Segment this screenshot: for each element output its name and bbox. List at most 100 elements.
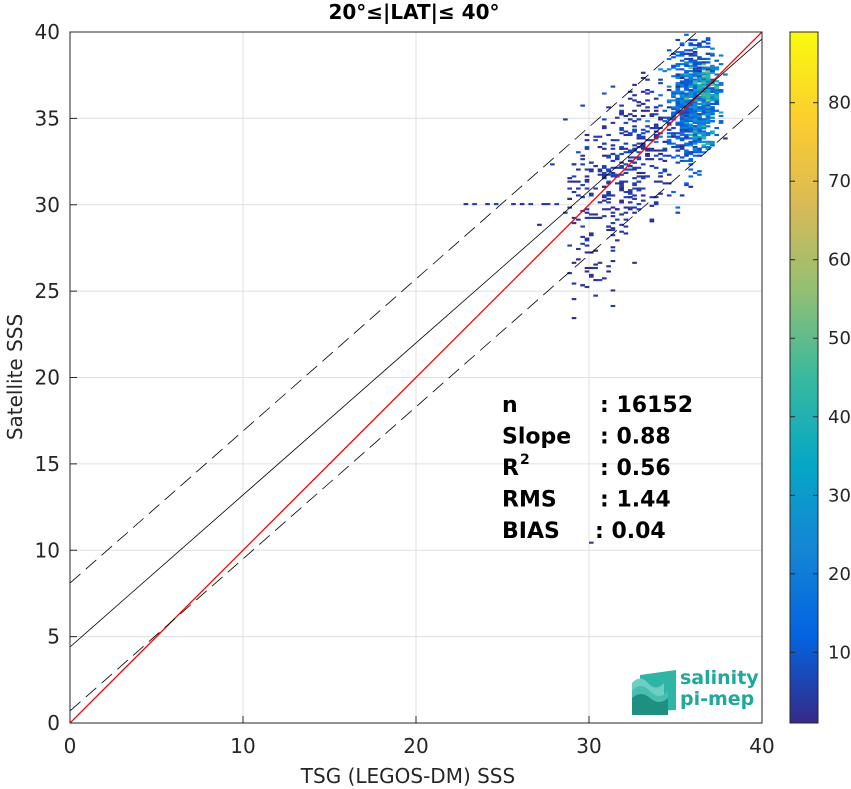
- heatmap-cell: [688, 61, 694, 64]
- heatmap-cell: [675, 104, 681, 107]
- heatmap-cell: [710, 52, 715, 55]
- heatmap-cell: [679, 113, 685, 116]
- heatmap-cell: [697, 75, 702, 78]
- heatmap-cell: [675, 38, 681, 42]
- heatmap-cell: [666, 99, 672, 102]
- heatmap-cell: [701, 137, 707, 140]
- heatmap-cell: [528, 203, 534, 206]
- heatmap-cell: [614, 154, 620, 157]
- heatmap-cell: [584, 175, 590, 178]
- heatmap-cell: [688, 127, 694, 130]
- heatmap-cell: [675, 121, 681, 124]
- heatmap-cell: [606, 156, 611, 159]
- heatmap-cell: [684, 130, 689, 133]
- heatmap-cell: [701, 82, 707, 85]
- heatmap-cell: [684, 108, 689, 111]
- heatmap-cell: [718, 120, 724, 123]
- heatmap-cell: [623, 232, 629, 235]
- heatmap-cell: [606, 180, 611, 183]
- heatmap-cell: [584, 146, 590, 149]
- heatmap-cell: [623, 114, 629, 118]
- heatmap-cell: [684, 125, 689, 128]
- heatmap-cell: [653, 113, 659, 116]
- heatmap-cell: [671, 142, 676, 145]
- heatmap-cell: [675, 101, 681, 104]
- heatmap-cell: [662, 154, 668, 157]
- heatmap-cell: [671, 108, 676, 111]
- heatmap-cell: [692, 130, 698, 133]
- heatmap-cell: [658, 78, 663, 81]
- heatmap-cell: [679, 63, 685, 66]
- heatmap-cell: [692, 133, 698, 137]
- heatmap-cell: [601, 154, 607, 157]
- heatmap-cell: [610, 121, 616, 124]
- heatmap-cell: [666, 135, 672, 138]
- heatmap-cell: [671, 75, 676, 78]
- heatmap-cell: [636, 187, 642, 190]
- heatmap-cell: [705, 90, 711, 93]
- heatmap-cell: [692, 114, 698, 118]
- heatmap: [463, 33, 728, 544]
- heatmap-cell: [593, 213, 598, 216]
- heatmap-cell: [645, 130, 650, 133]
- heatmap-cell: [606, 225, 611, 228]
- heatmap-cell: [576, 247, 581, 251]
- heatmap-cell: [692, 66, 698, 69]
- heatmap-cell: [679, 116, 685, 119]
- heatmap-cell: [606, 265, 611, 268]
- heatmap-cell: [593, 135, 598, 138]
- colorbar-tick-label: 70: [828, 171, 851, 192]
- heatmap-cell: [597, 201, 603, 204]
- heatmap-cell: [653, 125, 659, 128]
- heatmap-cell: [675, 82, 681, 85]
- heatmap-cell: [710, 64, 715, 67]
- colorbar: 10 20 30 40 50 60 70 80: [789, 31, 851, 724]
- heatmap-cell: [632, 166, 637, 169]
- heatmap-cell: [636, 166, 642, 169]
- heatmap-cell: [688, 104, 694, 107]
- heatmap-cell: [679, 97, 685, 100]
- heatmap-cell: [718, 111, 724, 114]
- heatmap-cell: [692, 54, 698, 57]
- heatmap-cell: [606, 106, 611, 109]
- heatmap-cell: [662, 149, 668, 152]
- heatmap-cell: [710, 142, 715, 145]
- heatmap-cell: [684, 184, 689, 187]
- heatmap-cell: [675, 99, 681, 102]
- heatmap-cell: [619, 146, 624, 149]
- heatmap-cell: [701, 104, 707, 107]
- heatmap-cell: [606, 190, 611, 194]
- heatmap-cell: [710, 113, 715, 116]
- heatmap-cell: [679, 118, 685, 121]
- heatmap-cell: [705, 99, 711, 102]
- heatmap-cell: [606, 208, 611, 211]
- heatmap-cell: [701, 66, 707, 69]
- heatmap-cell: [697, 102, 702, 105]
- logo-text-salinity: salinity: [680, 667, 759, 689]
- heatmap-cell: [692, 125, 698, 128]
- heatmap-cell: [610, 159, 616, 162]
- heatmap-cell: [662, 147, 668, 150]
- heatmap-cell: [688, 114, 694, 118]
- heatmap-cell: [714, 90, 720, 93]
- heatmap-cell: [688, 92, 694, 95]
- heatmap-cell: [645, 89, 650, 92]
- heatmap-cell: [632, 197, 637, 200]
- heatmap-cell: [684, 87, 689, 90]
- heatmap-cell: [472, 203, 477, 206]
- heatmap-cell: [632, 177, 637, 180]
- stat-value: : 0.04: [595, 519, 666, 544]
- heatmap-cell: [705, 73, 711, 76]
- heatmap-cell: [710, 144, 715, 147]
- heatmap-cell: [697, 127, 702, 130]
- heatmap-cell: [692, 87, 698, 90]
- heatmap-cell: [705, 94, 711, 97]
- heatmap-cell: [688, 140, 694, 143]
- heatmap-cell: [671, 66, 676, 69]
- heatmap-cell: [601, 199, 607, 202]
- heatmap-cell: [589, 232, 594, 235]
- heatmap-cell: [576, 180, 581, 183]
- heatmap-cell: [653, 133, 659, 137]
- heatmap-cell: [580, 163, 585, 166]
- heatmap-cell: [632, 182, 637, 185]
